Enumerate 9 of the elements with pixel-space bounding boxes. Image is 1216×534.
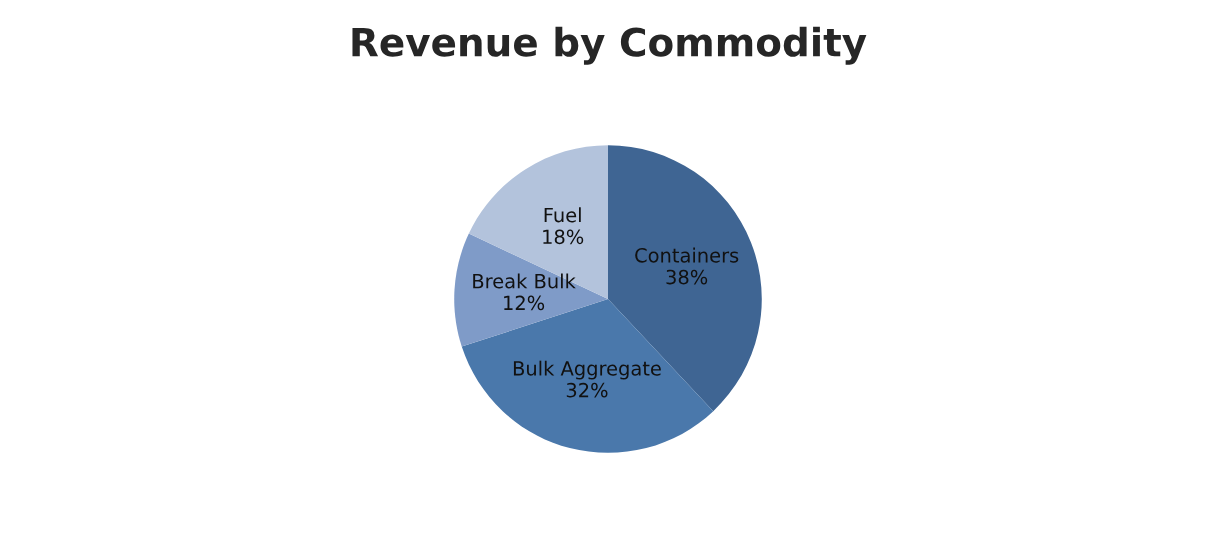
slice-label: Containers bbox=[635, 247, 739, 263]
data-label: 38% bbox=[666, 269, 708, 285]
chart-title: Revenue by Commodity bbox=[352, 26, 867, 65]
slice-label: Bulk Aggregate bbox=[513, 360, 661, 380]
data-label: 18% bbox=[543, 229, 584, 245]
slice-label: Fuel bbox=[544, 207, 581, 223]
slice-label: Break Bulk bbox=[473, 273, 576, 289]
data-label: 12% bbox=[504, 295, 545, 311]
data-label: 32% bbox=[566, 382, 608, 398]
